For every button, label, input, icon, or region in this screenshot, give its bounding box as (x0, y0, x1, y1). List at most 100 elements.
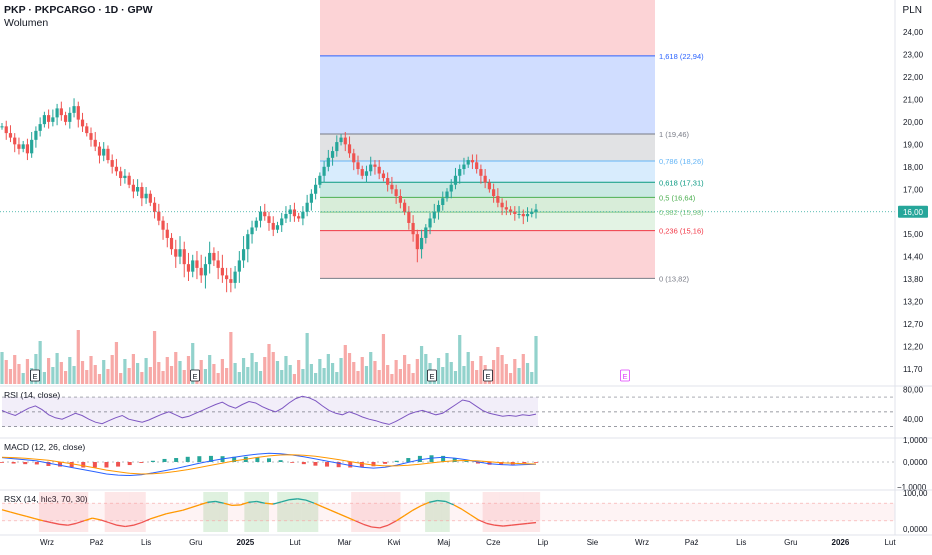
candle-body (399, 196, 402, 203)
volume-bar (22, 373, 25, 384)
candle-body (310, 194, 313, 203)
volume-bar (123, 359, 126, 384)
candle-body (221, 268, 224, 275)
candle-body (475, 162, 478, 169)
candle-body (111, 160, 114, 167)
volume-bar (513, 359, 516, 384)
volume-bar (89, 356, 92, 384)
volume-bar (187, 356, 190, 384)
volume-bar (0, 352, 3, 384)
volume-bar (322, 368, 325, 384)
volume-bar (238, 372, 241, 384)
volume-bar (348, 353, 351, 384)
candle-body (153, 203, 156, 212)
volume-bar (395, 360, 398, 384)
candle-body (386, 178, 389, 185)
volume-bar (221, 359, 224, 384)
candle-body (293, 209, 296, 216)
volume-bar (60, 362, 63, 384)
rsi-tick-label: 80,00 (903, 386, 924, 395)
volume-bar (335, 372, 338, 384)
candle-body (47, 115, 50, 122)
time-tick-label: 2026 (832, 538, 850, 547)
candle-body (462, 165, 465, 169)
volume-bar (111, 355, 114, 384)
macd-histogram-bar (279, 460, 283, 462)
volume-bar (153, 331, 156, 384)
volume-bar (64, 371, 67, 384)
rsx-line-segment (372, 527, 380, 528)
volume-bar (242, 358, 245, 384)
time-tick-label: Lis (141, 538, 151, 547)
macd-histogram-bar (313, 462, 317, 466)
macd-histogram-bar (116, 462, 120, 467)
volume-bar (94, 365, 97, 384)
volume-bar (204, 369, 207, 384)
macd-tick-label: 1,0000 (903, 436, 928, 445)
volume-bar (403, 355, 406, 384)
volume-bar (68, 357, 71, 384)
candle-body (339, 138, 342, 142)
volume-bar (85, 370, 88, 384)
macd-histogram-bar (418, 456, 422, 462)
price-tick-label: 20,00 (903, 118, 924, 127)
candle-body (352, 153, 355, 162)
candle-body (437, 205, 440, 212)
volume-bar (386, 365, 389, 384)
earnings-marker-label: E (192, 372, 197, 381)
candle-body (246, 234, 249, 249)
volume-bar (77, 330, 80, 384)
candle-body (55, 108, 58, 117)
volume-bar (441, 367, 444, 384)
volume-bar (174, 352, 177, 384)
time-tick-label: Maj (437, 538, 450, 547)
rsx-line-segment (290, 499, 298, 500)
candle-body (123, 176, 126, 178)
candle-body (250, 227, 253, 234)
volume-bar (43, 372, 46, 384)
candle-body (255, 221, 258, 228)
candle-body (280, 218, 283, 225)
candle-body (17, 144, 20, 148)
time-tick-label: Cze (486, 538, 501, 547)
volume-bar (9, 369, 12, 384)
candle-body (204, 264, 207, 275)
rsx-line-segment (503, 525, 511, 526)
rsx-line-segment (495, 525, 503, 526)
price-tick-label: 11,70 (903, 365, 923, 374)
candle-body (382, 174, 385, 178)
candle-body (195, 260, 198, 267)
candle-body (365, 171, 368, 175)
volume-bar (212, 364, 215, 384)
candle-body (157, 212, 160, 221)
price-tick-label: 13,80 (903, 275, 924, 284)
candle-body (420, 238, 423, 249)
candle-body (348, 144, 351, 153)
volume-bar (365, 366, 368, 384)
candle-body (428, 218, 431, 227)
candle-body (217, 260, 220, 267)
macd-histogram-bar (290, 462, 294, 463)
candle-body (51, 117, 54, 121)
candle-body (454, 176, 457, 185)
volume-bar (47, 358, 50, 384)
fib-level-label: 1,618 (22,94) (659, 52, 704, 61)
macd-histogram-bar (23, 462, 27, 464)
candle-body (30, 140, 33, 153)
volume-bar (289, 365, 292, 384)
volume-bar (98, 374, 101, 384)
candle-body (128, 176, 131, 185)
candle-body (263, 212, 266, 216)
candle-body (9, 133, 12, 137)
fib-zone (320, 56, 655, 134)
volume-bar (314, 373, 317, 384)
fib-zone (320, 182, 655, 197)
macd-histogram-bar (93, 462, 97, 467)
rsx-band (2, 503, 895, 521)
volume-bar (259, 371, 262, 384)
volume-bar (437, 358, 440, 384)
time-tick-label: Gru (189, 538, 202, 547)
macd-histogram-bar (163, 459, 167, 462)
candle-body (136, 187, 139, 191)
